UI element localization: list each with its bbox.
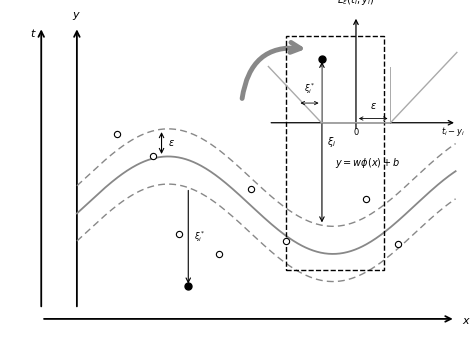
Text: $\varepsilon$: $\varepsilon$: [370, 101, 377, 111]
Text: $x$: $x$: [462, 316, 471, 326]
Text: $y = w\phi(x) + b$: $y = w\phi(x) + b$: [335, 156, 401, 170]
Text: $t$: $t$: [30, 27, 37, 39]
Text: $\varepsilon$: $\varepsilon$: [168, 138, 175, 148]
Text: $t_i - y_i$: $t_i - y_i$: [441, 125, 465, 138]
Text: $L_\varepsilon(t_i, y_i)$: $L_\varepsilon(t_i, y_i)$: [337, 0, 374, 8]
Text: $\xi^*_i$: $\xi^*_i$: [304, 81, 315, 96]
Text: $y$: $y$: [73, 10, 82, 22]
Text: $\xi_i$: $\xi_i$: [327, 135, 337, 149]
Text: 0: 0: [353, 128, 359, 137]
Text: $\xi^*_i$: $\xi^*_i$: [193, 229, 205, 245]
